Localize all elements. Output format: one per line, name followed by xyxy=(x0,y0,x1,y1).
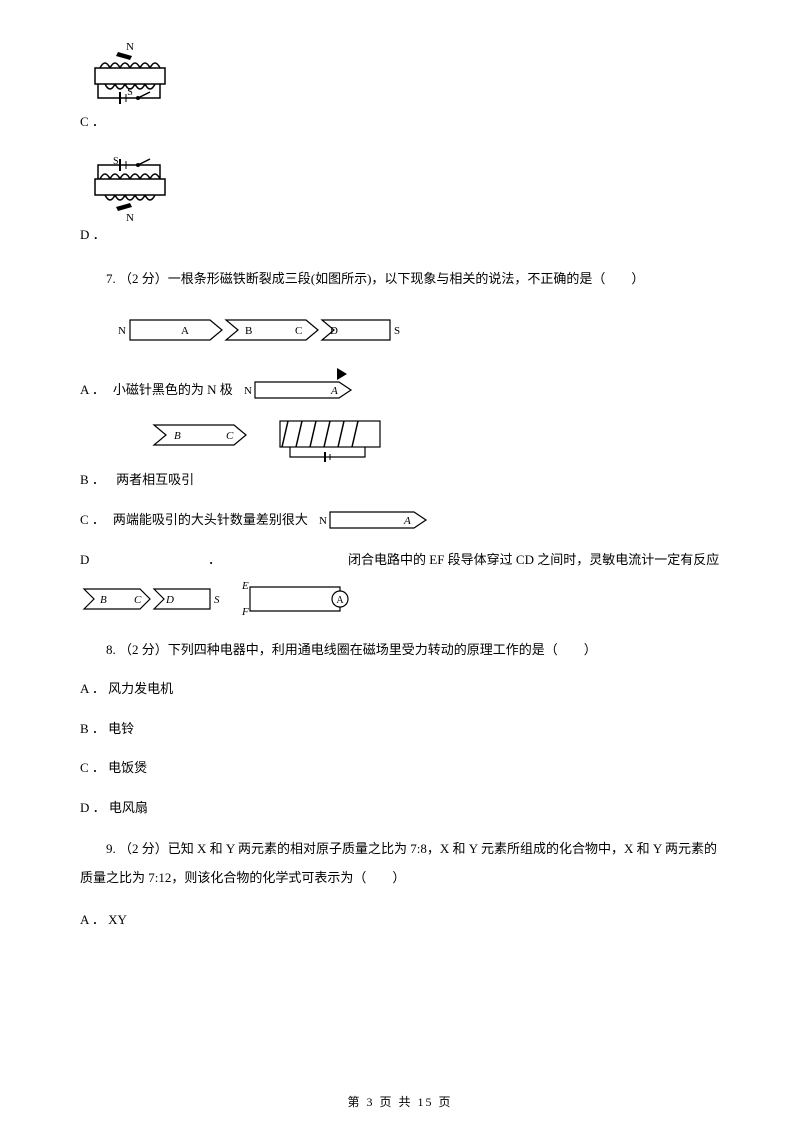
q7-optD-dot: ． xyxy=(208,548,348,571)
svg-text:A: A xyxy=(181,325,189,337)
svg-text:N: N xyxy=(244,385,252,397)
q7-optC-diagram: N A xyxy=(314,508,434,532)
q7-optC-label: C ． xyxy=(80,508,105,531)
q7-optA-text: 小磁针黑色的为 N 极 xyxy=(113,378,233,401)
prior-q-option-c: N S C ． xyxy=(80,40,720,133)
q7-option-c: C ． 两端能吸引的大头针数量差别很大 N A xyxy=(80,508,720,532)
svg-text:D: D xyxy=(330,325,338,337)
svg-text:C: C xyxy=(134,594,142,606)
svg-text:N: N xyxy=(118,325,126,337)
q9-text: 9. （2 分）已知 X 和 Y 两元素的相对原子质量之比为 7:8，X 和 Y… xyxy=(80,835,720,892)
svg-text:A: A xyxy=(403,515,411,527)
q8-optA: A ． 风力发电机 xyxy=(80,677,720,700)
prior-q-option-d: S N D ． xyxy=(80,153,720,246)
svg-text:S: S xyxy=(214,594,220,606)
q8-optD: D ． 电风扇 xyxy=(80,796,720,819)
q7-optC-text: 两端能吸引的大头针数量差别很大 xyxy=(113,508,308,531)
label-s: S xyxy=(127,87,133,98)
svg-text:A: A xyxy=(336,595,344,606)
option-d-label: D ． xyxy=(80,227,106,242)
q8-optB: B ． 电铃 xyxy=(80,717,720,740)
page: N S C ． xyxy=(0,0,800,1132)
page-footer: 第 3 页 共 15 页 xyxy=(0,1092,800,1114)
q9-optA: A ． XY xyxy=(80,908,720,931)
q7-text: 7. （2 分）一根条形磁铁断裂成三段(如图所示)，以下现象与相关的说法，不正确… xyxy=(80,267,720,290)
q7-optD-diagram: B C D S E A F xyxy=(80,577,380,622)
coil-diagram-d: S N xyxy=(80,153,180,223)
q7-optD-text: 闭合电路中的 EF 段导体穿过 CD 之间时，灵敏电流计一定有反应 xyxy=(348,548,719,571)
q7-option-d: D ． 闭合电路中的 EF 段导体穿过 CD 之间时，灵敏电流计一定有反应 B … xyxy=(80,548,720,622)
label-n2: N xyxy=(126,212,134,223)
coil-diagram-c: N S xyxy=(80,40,180,110)
svg-text:C: C xyxy=(295,325,302,337)
svg-text:B: B xyxy=(100,594,107,606)
svg-text:D: D xyxy=(165,594,174,606)
q7-option-a: A ． 小磁针黑色的为 N 极 N A xyxy=(80,366,720,401)
label-s2: S xyxy=(113,156,119,167)
svg-text:E: E xyxy=(241,580,249,592)
svg-text:A: A xyxy=(330,385,338,397)
svg-text:B: B xyxy=(245,325,252,337)
svg-text:N: N xyxy=(319,515,327,527)
svg-text:C: C xyxy=(226,430,234,442)
q7-option-b: B C B ． 两者相互吸引 xyxy=(80,417,720,491)
q8-optC: C ． 电饭煲 xyxy=(80,756,720,779)
svg-text:S: S xyxy=(394,325,400,337)
q7-bar-diagram: N A B C D S xyxy=(110,316,400,346)
q8-text: 8. （2 分）下列四种电器中，利用通电线圈在磁场里受力转动的原理工作的是（ ） xyxy=(80,638,720,661)
svg-text:F: F xyxy=(241,606,249,618)
q7-optD-label: D xyxy=(80,548,200,571)
q7-optB-text: 两者相互吸引 xyxy=(116,472,194,487)
option-c-label: C ． xyxy=(80,114,105,129)
label-n: N xyxy=(126,41,134,53)
svg-text:B: B xyxy=(174,430,181,442)
q7-optA-diagram: N A xyxy=(239,366,369,401)
q7-optB-diagram: B C xyxy=(150,417,390,462)
q7-optA-label: A ． xyxy=(80,378,105,401)
q7-optB-label: B ． xyxy=(80,472,105,487)
